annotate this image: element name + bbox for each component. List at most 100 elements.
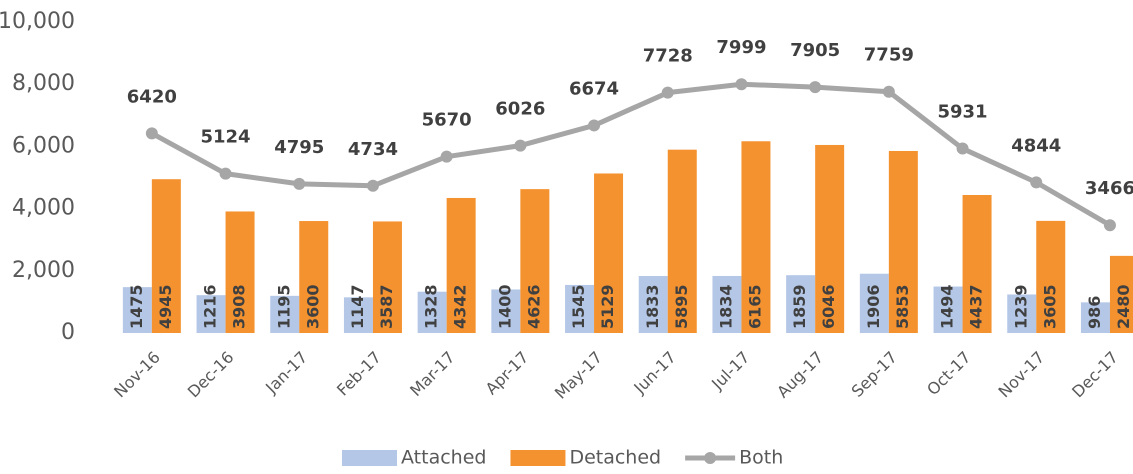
bar-value-label: 6046 [819,284,838,329]
x-tick-label: Oct-17 [923,348,974,399]
line-point [882,85,895,98]
line-point [956,142,969,155]
bar [299,221,329,333]
y-tick-label: 2,000 [12,258,75,283]
bar-value-label: 5853 [893,284,912,329]
bar-value-label: 3908 [230,284,249,329]
bar-value-label: 1545 [569,284,588,329]
bar-value-label: 1400 [495,284,514,329]
bar [638,275,668,333]
bar [225,211,255,333]
x-tick-label: Dec-17 [1068,348,1122,402]
legend-label: Detached [569,447,661,469]
bar-value-label: 2480 [1114,284,1133,329]
bar-value-label: 1494 [938,284,957,329]
bar-value-label: 1195 [274,284,293,329]
line-point [1030,176,1043,189]
line-point [588,119,601,132]
line-point [809,81,822,94]
legend-swatch [704,452,717,464]
line-value-label: 5670 [422,110,472,131]
line-value-label: 4795 [274,137,324,158]
legend-label: Attached [401,447,486,469]
y-tick-label: 10,000 [0,9,75,34]
x-tick-label: Sep-17 [848,348,901,401]
bar [594,173,624,333]
bar-value-label: 1906 [864,284,883,329]
bar [270,295,300,333]
x-tick-label: Jun-17 [629,348,679,398]
bar [372,221,402,333]
line [150,81,1112,228]
line-value-label: 7905 [790,40,840,61]
line-value-label: 7759 [864,45,914,66]
bar [1036,220,1066,333]
bar [151,179,181,333]
bar-value-label: 3600 [303,284,322,329]
x-tick-label: May-17 [551,348,606,403]
line-point [735,78,748,91]
line-value-label: 7999 [716,37,766,58]
bar-value-label: 4342 [451,284,470,329]
bar [446,197,476,333]
bar [712,275,742,333]
line-value-label: 6026 [495,99,545,120]
bar [122,287,152,333]
line-point [661,86,674,99]
bar [786,275,816,333]
bar-value-label: 1147 [348,284,367,329]
line-point [514,139,527,152]
bar [815,144,845,333]
bar [667,149,697,333]
bar [343,297,373,333]
bar-value-label: 986 [1085,296,1104,329]
bar-value-label: 1239 [1011,284,1030,329]
line-point [293,177,306,190]
bar-value-label: 5129 [598,284,617,329]
line-point [219,167,232,180]
line-point [145,127,158,140]
bar [196,295,226,333]
bar-value-label: 5895 [672,284,691,329]
bar-value-label: 1859 [790,284,809,329]
bar-value-label: 4626 [524,284,543,329]
bar [888,150,918,333]
bar-value-label: 4945 [156,284,175,329]
bar-value-label: 3605 [1040,284,1059,329]
bar-value-label: 1475 [127,284,146,329]
line-value-label: 7728 [643,46,693,67]
bar-value-label: 1833 [643,284,662,329]
bar-value-label: 6165 [745,284,764,329]
x-tick-label: Aug-17 [773,348,827,402]
line-point [366,179,379,192]
line-value-label: 5931 [937,102,987,123]
line-value-label: 6420 [127,86,177,107]
x-tick-label: Nov-17 [995,348,1049,402]
bar-value-label: 4437 [967,284,986,329]
line-value-label: 6674 [569,78,619,99]
y-tick-label: 8,000 [12,71,75,96]
bar [1007,294,1037,333]
legend-label: Both [739,447,783,469]
bar [565,284,595,333]
line-point [1103,219,1116,232]
bar [962,195,992,333]
line-value-label: 4734 [348,139,398,160]
x-tick-label: Feb-17 [333,348,385,400]
bar-value-label: 1834 [716,284,735,329]
line-point [440,150,453,163]
line-value-label: 4844 [1011,135,1061,156]
bar [741,141,771,333]
bar [933,286,963,333]
line-value-label: 3466 [1085,178,1133,199]
x-tick-label: Mar-17 [406,348,459,401]
x-tick-label: Jul-17 [707,348,753,394]
x-tick-label: Apr-17 [482,348,533,399]
bar [859,273,889,333]
x-tick-label: Dec-16 [184,348,238,402]
y-tick-label: 0 [61,320,75,345]
bar-value-label: 3587 [377,284,396,329]
bar [1109,255,1133,333]
bar [417,291,447,333]
